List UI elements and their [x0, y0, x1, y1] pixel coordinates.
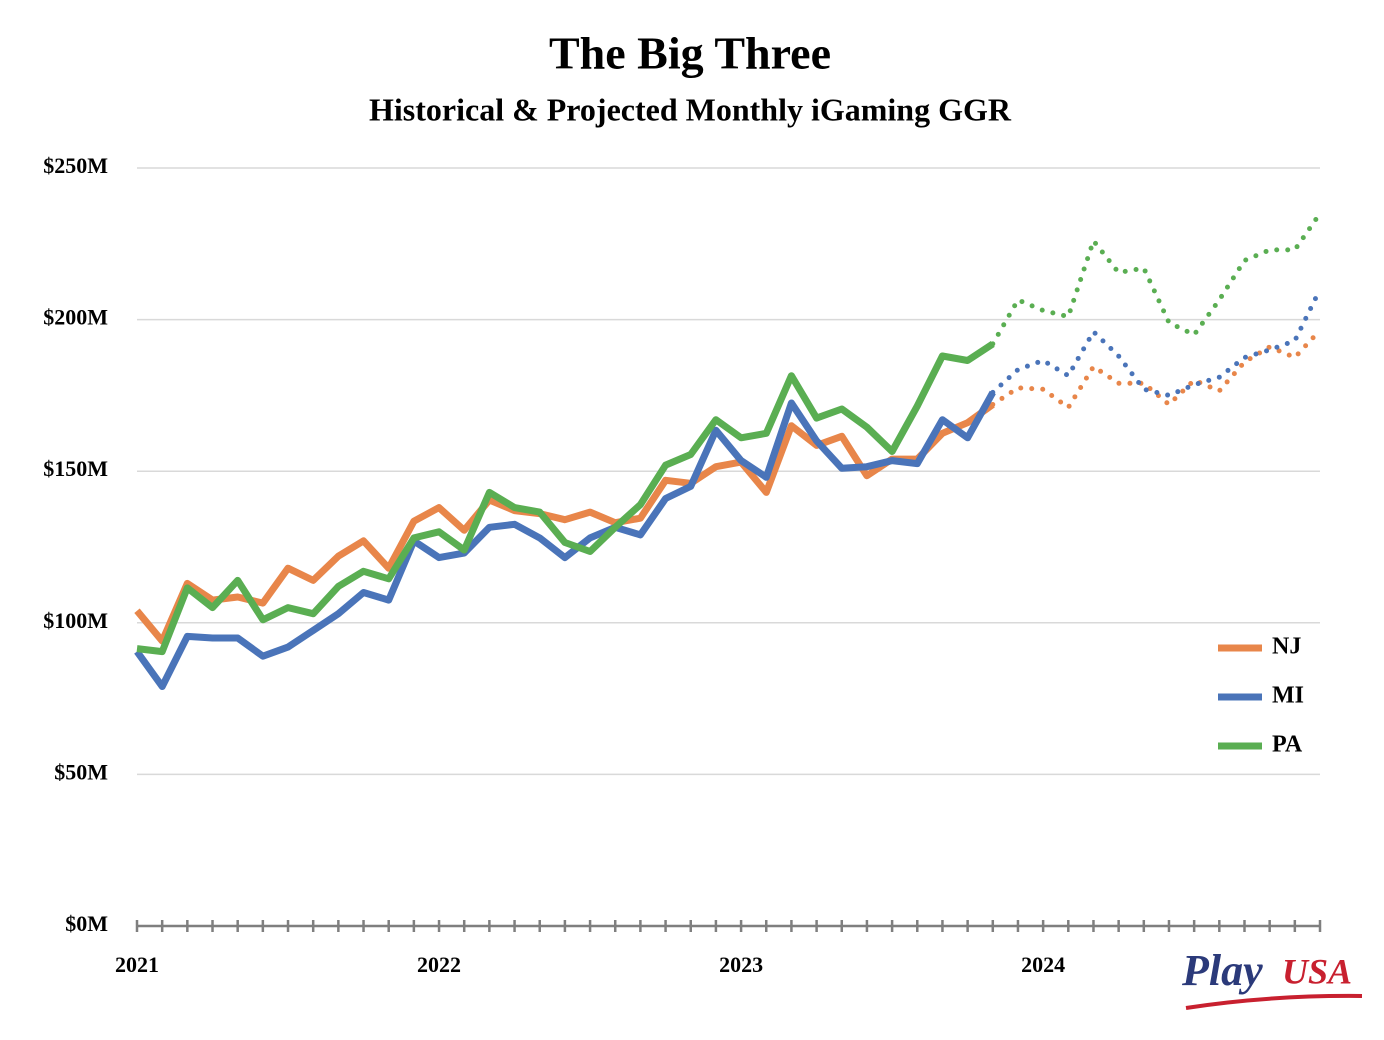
x-tick-label: 2021	[115, 952, 159, 977]
logo-swoosh	[1185, 993, 1363, 1010]
y-tick-label: $200M	[43, 305, 108, 330]
line-historical	[134, 390, 996, 690]
x-tick-label: 2024	[1021, 952, 1065, 977]
logo-usa: USA	[1282, 951, 1352, 991]
y-tick-label: $0M	[65, 911, 108, 936]
line-projection	[990, 327, 1323, 412]
line-historical	[136, 340, 995, 656]
y-tick-label: $150M	[43, 456, 108, 481]
logo-play: Play	[1181, 946, 1263, 995]
legend-label: PA	[1272, 732, 1303, 758]
x-tick-label: 2022	[417, 952, 461, 977]
chart-title: The Big Three	[549, 28, 831, 79]
y-tick-label: $250M	[43, 153, 108, 178]
legend-label: MI	[1272, 683, 1304, 709]
line-projection	[990, 211, 1323, 347]
line-historical	[134, 401, 995, 645]
y-tick-label: $100M	[43, 608, 108, 633]
line-projection	[990, 286, 1323, 399]
chart-subtitle: Historical & Projected Monthly iGaming G…	[369, 91, 1012, 127]
legend-label: NJ	[1272, 634, 1301, 660]
logo: Play USA	[1181, 946, 1363, 1010]
x-tick-label: 2023	[719, 952, 763, 977]
y-tick-label: $50M	[54, 759, 108, 784]
